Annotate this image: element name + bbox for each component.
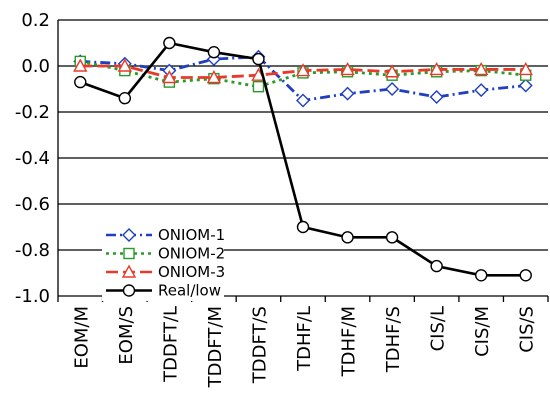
data-point: [295, 63, 311, 77]
legend-background: [102, 223, 224, 301]
data-point: [429, 90, 444, 105]
x-tick-label: CIS/L: [428, 306, 449, 351]
data-point: [474, 269, 488, 282]
x-tick-label: TDHF/L: [294, 306, 315, 372]
legend-marker: [122, 284, 136, 297]
x-tick-label: EOM/S: [116, 306, 137, 365]
legend-label: ONIOM-1: [158, 226, 225, 244]
data-point: [207, 46, 221, 59]
y-tick-label: 0.0: [21, 56, 50, 77]
y-tick-label: -0.2: [15, 102, 50, 123]
x-tick-label: CIS/S: [517, 306, 538, 353]
x-tick-label: TDDFT/M: [205, 306, 226, 388]
data-point: [385, 231, 399, 244]
data-point: [117, 58, 132, 72]
data-point: [429, 61, 444, 76]
legend-marker: [121, 264, 137, 278]
legend-label: ONIOM-3: [158, 263, 225, 281]
data-point: [118, 91, 132, 105]
data-point: [162, 70, 177, 84]
series-oniom-1: [73, 49, 533, 108]
x-tick-label: EOM/M: [71, 306, 92, 369]
data-point: [296, 220, 310, 234]
y-tick-label: -1.0: [15, 286, 50, 307]
data-point: [296, 93, 310, 108]
data-point: [518, 78, 533, 93]
data-point: [74, 75, 87, 89]
data-point: [518, 61, 533, 76]
x-tick-label: TDHF/M: [339, 306, 360, 377]
data-point: [206, 70, 222, 84]
x-tick-label: CIS/M: [472, 306, 493, 357]
legend-marker: [122, 228, 136, 242]
data-point: [73, 58, 88, 72]
data-point: [341, 231, 354, 244]
data-point: [163, 36, 176, 50]
y-tick-label: -0.8: [15, 240, 50, 261]
data-point: [474, 83, 489, 98]
series-layer: [73, 36, 533, 282]
x-tick-label: TDDFT/S: [249, 306, 270, 384]
y-tick-label: -0.6: [15, 194, 50, 215]
x-tick-label: TDDFT/L: [160, 306, 181, 383]
legend-label: Real/low: [158, 282, 221, 300]
data-point: [340, 86, 355, 101]
legend-label: ONIOM-2: [158, 245, 225, 263]
data-point: [474, 61, 489, 76]
data-point: [430, 259, 443, 273]
y-tick-label: -0.4: [15, 148, 50, 169]
data-point: [340, 61, 355, 76]
data-point: [252, 52, 265, 66]
series-real-low: [74, 36, 532, 282]
axis-layer: 0.2 0.0 -0.2 -0.4 -0.6 -0.8 -1.0 EOM/M EOM/S TDDF…: [15, 10, 549, 388]
x-tick-label: TDHF/S: [383, 306, 404, 373]
data-point: [519, 269, 532, 282]
data-point: [384, 64, 400, 78]
legend-marker: [123, 247, 135, 260]
data-point: [252, 80, 265, 93]
y-tick-label: 0.2: [21, 10, 50, 31]
data-point: [385, 82, 400, 96]
series-oniom-3: [73, 58, 533, 84]
